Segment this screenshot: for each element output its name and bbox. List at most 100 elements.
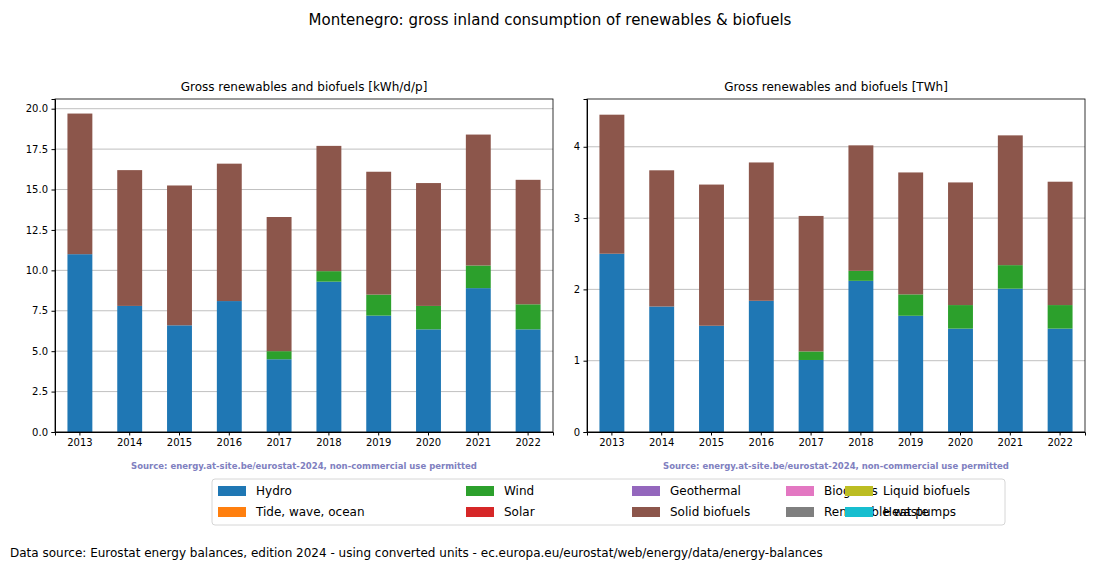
bar bbox=[599, 114, 624, 115]
bar bbox=[267, 217, 292, 218]
bar bbox=[466, 134, 491, 135]
y-tick-mark bbox=[52, 351, 56, 352]
x-tick-mark bbox=[1060, 432, 1061, 436]
bar bbox=[898, 172, 923, 173]
x-tick: 2022 bbox=[515, 432, 540, 448]
bar bbox=[749, 162, 774, 300]
bar bbox=[799, 215, 824, 216]
bar bbox=[466, 288, 491, 432]
x-tick-label: 2019 bbox=[366, 437, 391, 448]
bar bbox=[749, 162, 774, 163]
x-tick-mark bbox=[179, 432, 180, 436]
legend-entry: Solar bbox=[466, 505, 535, 519]
bar bbox=[1048, 182, 1073, 305]
legend-label: Solid biofuels bbox=[670, 505, 750, 519]
bar bbox=[699, 184, 724, 185]
bar bbox=[998, 135, 1023, 136]
bar bbox=[366, 316, 391, 432]
x-tick: 2019 bbox=[898, 432, 923, 448]
bar bbox=[117, 170, 142, 171]
bar bbox=[948, 329, 973, 432]
bar bbox=[167, 185, 192, 186]
y-tick-mark bbox=[52, 432, 56, 433]
legend-entry: Biogases bbox=[786, 484, 878, 498]
bar bbox=[466, 134, 491, 135]
bar bbox=[799, 215, 824, 216]
legend-swatch bbox=[845, 507, 873, 517]
bar bbox=[267, 217, 292, 218]
bar bbox=[516, 179, 541, 180]
bar bbox=[217, 164, 242, 301]
figure: Montenegro: gross inland consumption of … bbox=[0, 0, 1100, 572]
bar bbox=[649, 170, 674, 171]
y-tick: 7.5 bbox=[32, 305, 55, 316]
series bbox=[267, 266, 541, 360]
y-tick: 0 bbox=[574, 427, 587, 438]
bar bbox=[267, 217, 292, 218]
bar bbox=[948, 182, 973, 183]
series bbox=[599, 115, 1072, 352]
legend-entry: Geothermal bbox=[632, 484, 741, 498]
bar bbox=[998, 135, 1023, 136]
bar bbox=[898, 172, 923, 294]
x-tick-mark bbox=[279, 432, 280, 436]
legend: HydroTide, wave, oceanWindSolarGeotherma… bbox=[212, 479, 1005, 525]
bar bbox=[416, 329, 441, 432]
bar bbox=[466, 135, 491, 266]
y-tick-label: 12.5 bbox=[26, 225, 48, 236]
x-tick: 2015 bbox=[699, 432, 724, 448]
bar bbox=[67, 113, 92, 114]
x-tick-label: 2017 bbox=[798, 437, 823, 448]
y-tick-label: 2.5 bbox=[32, 386, 48, 397]
x-tick-mark bbox=[661, 432, 662, 436]
bar bbox=[516, 329, 541, 432]
bar bbox=[466, 266, 491, 289]
bar bbox=[267, 359, 292, 432]
legend-label: Heat pumps bbox=[883, 505, 956, 519]
bar bbox=[649, 307, 674, 432]
legend-swatch bbox=[466, 507, 494, 517]
x-tick-mark bbox=[611, 432, 612, 436]
legend-swatch bbox=[786, 486, 814, 496]
x-tick: 2022 bbox=[1047, 432, 1072, 448]
bar bbox=[67, 113, 92, 114]
bar bbox=[998, 135, 1023, 265]
bar bbox=[516, 304, 541, 329]
x-tick-label: 2014 bbox=[649, 437, 674, 448]
bar bbox=[599, 254, 624, 432]
legend-label: Biogases bbox=[824, 484, 878, 498]
bar bbox=[1048, 329, 1073, 432]
bar bbox=[316, 145, 341, 146]
y-tick-mark bbox=[52, 230, 56, 231]
x-tick: 2021 bbox=[466, 432, 491, 448]
bar bbox=[599, 114, 624, 115]
x-tick: 2018 bbox=[848, 432, 873, 448]
bar bbox=[898, 316, 923, 432]
bar bbox=[998, 135, 1023, 136]
bar bbox=[366, 172, 391, 295]
suptitle: Montenegro: gross inland consumption of … bbox=[309, 11, 792, 29]
legend-label: Wind bbox=[504, 484, 534, 498]
bar bbox=[848, 145, 873, 270]
frame bbox=[587, 99, 1085, 432]
bar bbox=[1048, 305, 1073, 329]
bar bbox=[366, 171, 391, 172]
x-tick: 2014 bbox=[649, 432, 674, 448]
x-tick-label: 2013 bbox=[67, 437, 92, 448]
bar bbox=[117, 170, 142, 306]
bar bbox=[516, 179, 541, 180]
y-tick-mark bbox=[52, 109, 56, 110]
x-tick-label: 2017 bbox=[266, 437, 291, 448]
y-tick-label: 3 bbox=[574, 213, 580, 224]
bar bbox=[466, 134, 491, 135]
y-tick-mark bbox=[52, 311, 56, 312]
legend-label: Solar bbox=[504, 505, 535, 519]
y-tick: 5.0 bbox=[32, 346, 55, 357]
y-tick: 17.5 bbox=[26, 144, 55, 155]
legend-label: Hydro bbox=[256, 484, 292, 498]
legend-label: Geothermal bbox=[670, 484, 741, 498]
x-tick: 2016 bbox=[217, 432, 242, 448]
bar bbox=[649, 170, 674, 171]
bar bbox=[799, 351, 824, 360]
bar bbox=[316, 145, 341, 146]
